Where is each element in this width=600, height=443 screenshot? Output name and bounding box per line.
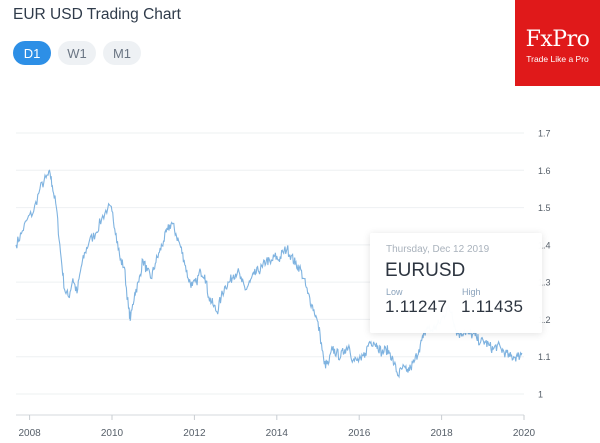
- tab-d1[interactable]: D1: [13, 41, 51, 65]
- y-tick-label: 1.7: [538, 129, 551, 139]
- x-tick-label: 2008: [18, 428, 41, 439]
- axis-ticks: 1.7 1.6 1.5 1.4 1.3 1.2 1.1 1 2008 2010 2012 2014 20…: [18, 129, 550, 440]
- x-tick-label: 2012: [183, 428, 206, 439]
- y-tick-label: 1.3: [538, 278, 551, 288]
- x-tick-label: 2018: [430, 428, 453, 439]
- y-tick-label: 1.1: [538, 352, 551, 362]
- y-tick-label: 1.4: [538, 240, 551, 250]
- tooltip-low-value: 1.11247: [385, 297, 448, 316]
- chart-title: EUR USD Trading Chart: [13, 6, 181, 23]
- x-tick-label: 2014: [266, 428, 289, 439]
- tooltip-low-label: Low: [386, 287, 403, 297]
- x-tick-label: 2020: [513, 428, 536, 439]
- x-tick-label: 2010: [101, 428, 124, 439]
- tooltip-high-value: 1.11435: [461, 297, 524, 316]
- logo-tagline: Trade Like a Pro: [526, 54, 589, 64]
- tab-w1[interactable]: W1: [58, 41, 96, 65]
- tab-m1[interactable]: M1: [103, 41, 141, 65]
- tooltip-symbol: EURUSD: [385, 260, 466, 281]
- y-tick-label: 1.5: [538, 203, 551, 213]
- x-tick-label: 2016: [348, 428, 371, 439]
- price-tooltip: Thursday, Dec 12 2019 EURUSD Low High 1.…: [370, 233, 542, 333]
- tooltip-date: Thursday, Dec 12 2019: [386, 244, 490, 255]
- logo-brand: FxPro: [525, 27, 590, 52]
- fxpro-logo[interactable]: FxPro Trade Like a Pro: [515, 0, 600, 86]
- y-tick-label: 1: [538, 390, 543, 400]
- timeframe-tabs: D1 W1 M1: [13, 41, 141, 65]
- y-tick-label: 1.6: [538, 166, 551, 176]
- grid-lines: [16, 132, 524, 416]
- y-tick-label: 1.2: [538, 315, 551, 325]
- tooltip-high-label: High: [462, 287, 481, 297]
